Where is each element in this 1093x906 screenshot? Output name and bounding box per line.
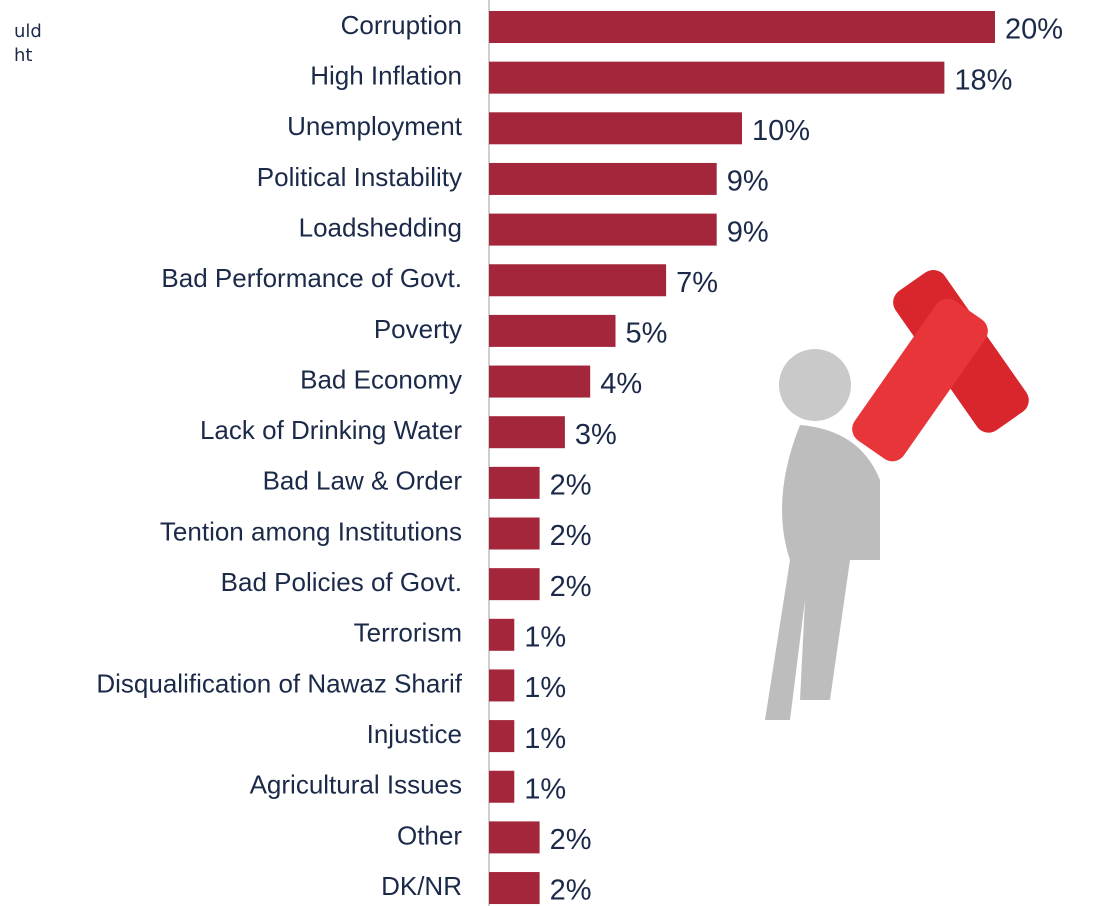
value-label: 1% [524, 773, 566, 805]
value-label: 5% [626, 318, 668, 350]
bar [489, 162, 717, 195]
category-label: Unemployment [287, 111, 463, 141]
category-label: DK/NR [381, 871, 462, 901]
value-label: 3% [575, 419, 617, 451]
bar [489, 517, 540, 550]
bar [489, 416, 565, 449]
value-label: 18% [954, 64, 1012, 96]
category-label: High Inflation [310, 61, 462, 91]
value-label: 2% [550, 875, 592, 906]
category-label: Loadshedding [299, 212, 462, 242]
category-label: Political Instability [257, 162, 462, 192]
bar [489, 11, 995, 43]
value-label: 2% [550, 571, 592, 603]
bar [489, 264, 667, 297]
bar [489, 821, 540, 854]
category-label: Bad Performance of Govt. [161, 263, 462, 293]
bar [489, 669, 515, 702]
value-label: 10% [752, 115, 810, 147]
category-label: Bad Law & Order [263, 466, 463, 496]
bar [489, 720, 515, 753]
category-label: Agricultural Issues [250, 770, 462, 800]
category-label: Injustice [367, 719, 462, 749]
category-label: Poverty [374, 314, 462, 344]
value-label: 2% [550, 470, 592, 502]
figure-head [779, 349, 851, 421]
bar [489, 365, 591, 398]
category-label: Terrorism [354, 618, 462, 648]
category-label: Tention among Institutions [160, 516, 462, 546]
value-label: 9% [727, 216, 769, 248]
value-label: 1% [524, 723, 566, 755]
category-label: Disqualification of Nawaz Sharif [96, 668, 462, 698]
value-label: 1% [524, 621, 566, 653]
annotation: uld [14, 21, 42, 42]
bar [489, 213, 717, 246]
bar [489, 618, 515, 651]
value-label: 7% [676, 267, 718, 299]
bar [489, 770, 515, 803]
bar [489, 466, 540, 499]
value-label: 20% [1005, 14, 1063, 46]
value-label: 4% [600, 368, 642, 400]
value-label: 2% [550, 520, 592, 552]
illustration [765, 269, 1029, 720]
bar [489, 61, 945, 94]
value-label: 1% [524, 672, 566, 704]
annotation: ht [14, 45, 32, 66]
bar [489, 112, 742, 145]
category-label: Lack of Drinking Water [200, 415, 462, 445]
bar [489, 314, 616, 347]
red-x-bar [852, 298, 988, 462]
bar [489, 872, 540, 905]
value-label: 9% [727, 166, 769, 198]
value-label: 2% [550, 824, 592, 856]
category-label: Bad Economy [300, 364, 462, 394]
category-label: Bad Policies of Govt. [221, 567, 462, 597]
bar [489, 568, 540, 601]
category-label: Corruption [341, 10, 462, 40]
figure-body [765, 425, 880, 720]
category-label: Other [397, 820, 462, 850]
